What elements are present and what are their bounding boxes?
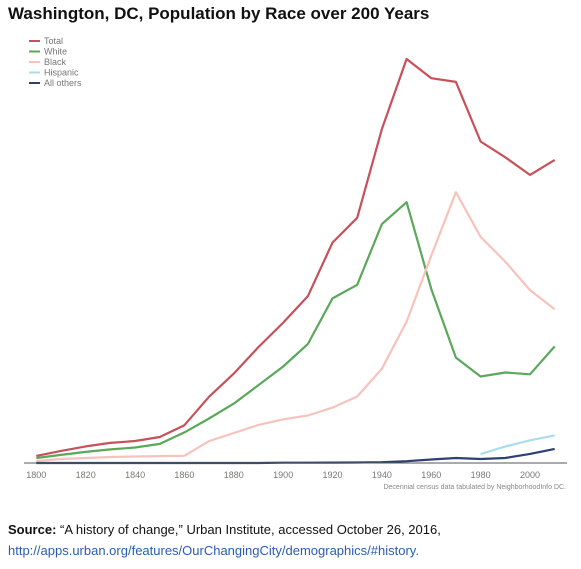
x-tick-label: 1920 [322,470,342,480]
legend-item-white: White [29,47,67,57]
source-link[interactable]: http://apps.urban.org/features/OurChangi… [8,543,419,558]
series-line-white [36,201,556,460]
series-line-hispanic [480,434,555,456]
x-tick-label: 1860 [174,470,194,480]
series-line-total [36,57,556,457]
source-label: Source: [8,522,57,537]
line-chart: 1800 1820 1840 1860 1880 1900 1920 1940 1960 1980… [21,34,569,495]
x-tick-label: 1880 [224,470,244,480]
legend-label: Total [44,36,63,46]
x-tick-label: 2000 [520,470,540,480]
legend-item-all-others: All others [29,78,82,88]
x-tick-label: 1840 [125,470,145,480]
chart-panel: 1800 1820 1840 1860 1880 1900 1920 1940 1960 1980… [21,34,569,495]
legend-label: All others [44,78,82,88]
x-tick-label: 1960 [421,470,441,480]
x-tick-label: 1820 [76,470,96,480]
x-axis-ticks: 1800 1820 1840 1860 1880 1900 1920 1940 1960 1980… [26,470,540,480]
legend-label: Hispanic [44,68,79,78]
source-citation: Source: “A history of change,” Urban Ins… [8,519,441,561]
legend-item-black: Black [29,57,67,67]
source-text: “A history of change,” Urban Institute, … [56,522,441,537]
legend-item-total: Total [29,36,63,46]
chart-title: Washington, DC, Population by Race over … [8,4,430,23]
legend-label: Black [44,57,67,67]
chart-note: Decennial census data tabulated by Neigh… [383,484,566,491]
series-line-black [36,191,556,463]
x-tick-label: 1980 [471,470,491,480]
chart-background [21,34,569,495]
x-tick-label: 1940 [372,470,392,480]
legend-label: White [44,47,67,57]
x-tick-label: 1800 [26,470,46,480]
legend-item-hispanic: Hispanic [29,68,79,78]
x-tick-label: 1900 [273,470,293,480]
